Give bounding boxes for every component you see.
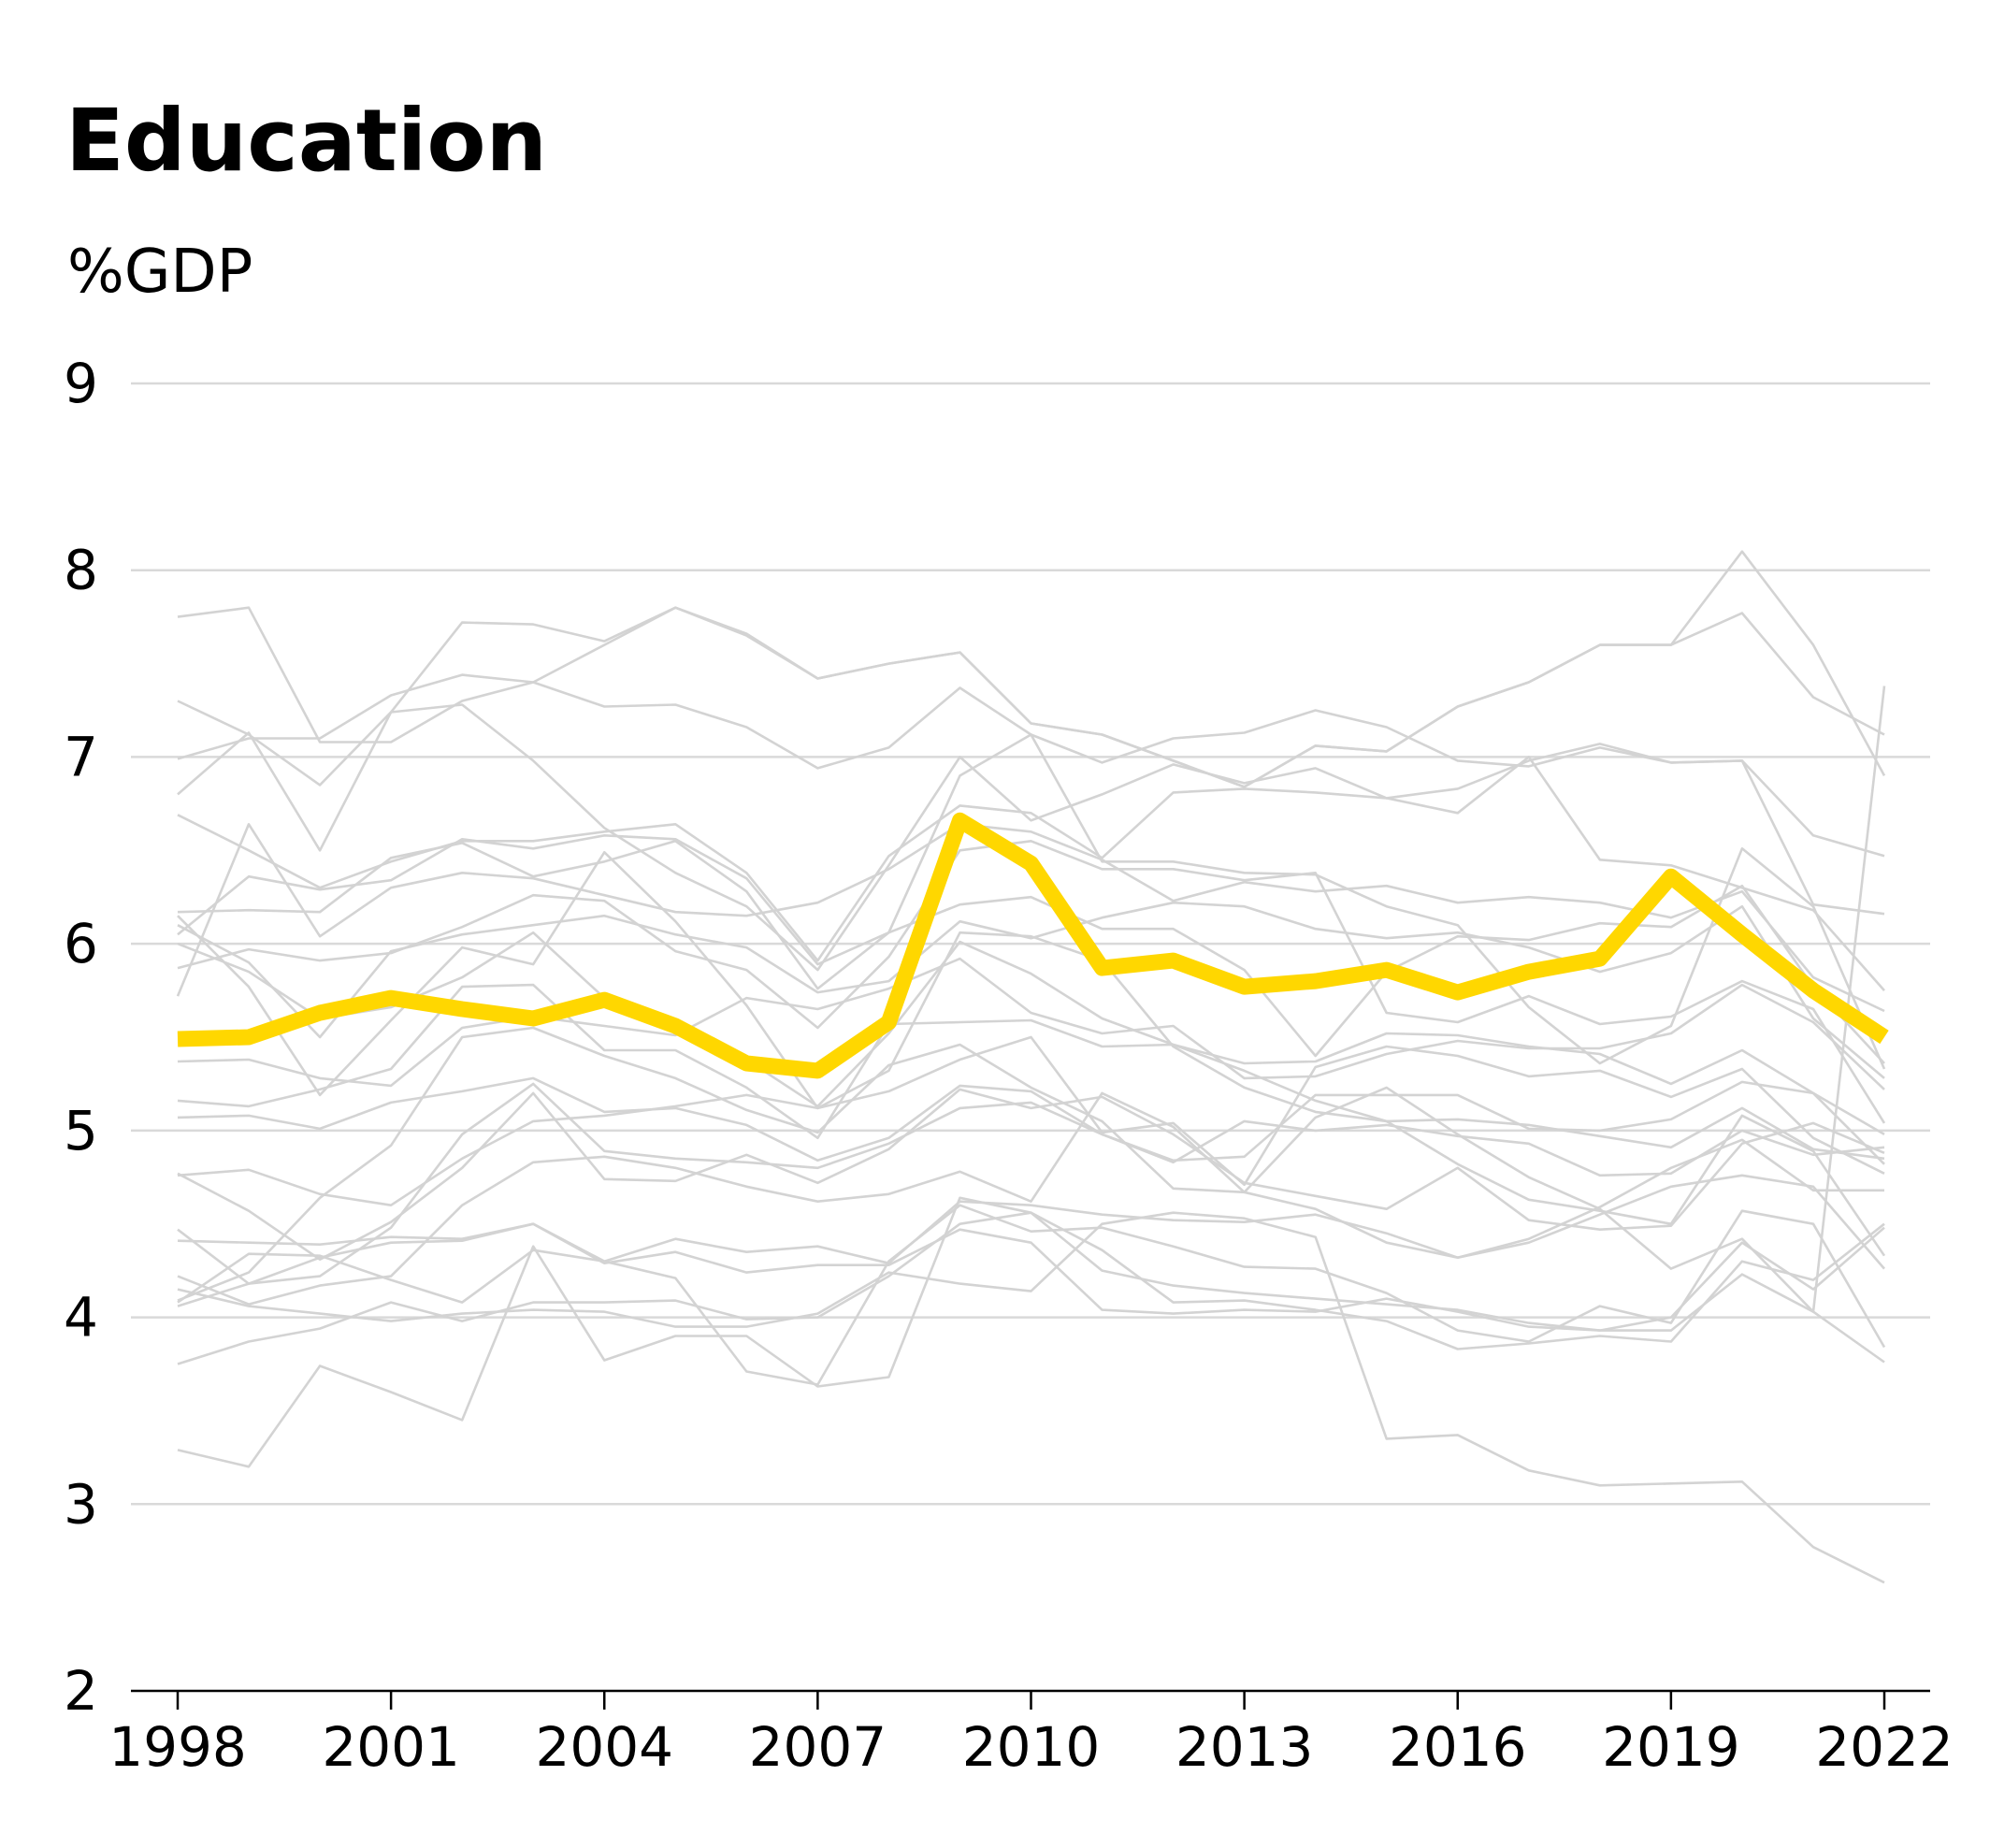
background-series-line — [177, 839, 1886, 1124]
highlight-series-group — [177, 812, 1889, 1079]
y-tick-label: 3 — [64, 1472, 98, 1536]
x-tick-label: 2010 — [962, 1715, 1101, 1779]
background-series-line — [177, 1196, 1885, 1468]
background-series-line — [177, 983, 1885, 1165]
background-series-line — [177, 1088, 1885, 1261]
background-series-line — [176, 822, 1885, 1013]
y-tick-label: 4 — [64, 1286, 98, 1350]
background-series-line — [177, 1091, 1885, 1306]
background-series-group — [176, 550, 1886, 1584]
y-tick-label: 7 — [64, 725, 98, 788]
background-series-line — [177, 901, 1885, 1079]
background-series-line — [177, 756, 1885, 991]
x-tick-label: 2016 — [1389, 1715, 1527, 1779]
background-series-line — [177, 850, 1885, 1161]
background-series-line — [177, 606, 1885, 788]
background-series-line — [177, 1138, 1884, 1264]
y-tick-label: 8 — [64, 539, 98, 602]
background-series-line — [177, 703, 1885, 972]
background-series-line — [177, 957, 1885, 1090]
y-tick-label: 2 — [64, 1659, 98, 1723]
background-series-line — [177, 1211, 1885, 1584]
x-tick-label: 2013 — [1175, 1715, 1314, 1779]
x-tick-label: 2019 — [1602, 1715, 1740, 1779]
background-series-line — [177, 931, 1886, 1257]
x-axis: 1998 2001 2004 2007 2010 2013 2016 2019 2022 — [108, 1689, 1954, 1779]
x-tick-label: 2007 — [749, 1715, 887, 1779]
highlight-series-line — [177, 812, 1889, 1079]
y-axis-ticks: 2 3 4 5 6 7 8 9 — [64, 352, 98, 1723]
gridlines — [131, 382, 1930, 1506]
background-series-line — [177, 1035, 1885, 1206]
y-tick-label: 6 — [64, 912, 98, 975]
x-tick-label: 2001 — [322, 1715, 460, 1779]
background-series-line — [177, 1076, 1885, 1162]
background-series-line — [177, 673, 1885, 858]
background-series-line — [177, 550, 1886, 788]
background-series-line — [177, 686, 1886, 1313]
chart-title: Education — [65, 91, 547, 191]
x-tick-label: 1998 — [108, 1715, 247, 1779]
background-series-line — [177, 1204, 1886, 1386]
x-tick-label: 2022 — [1815, 1715, 1954, 1779]
background-series-line — [177, 1082, 1885, 1285]
background-series-line — [177, 733, 1886, 1070]
background-series-line — [177, 839, 1885, 1064]
x-tick-label: 2004 — [535, 1715, 673, 1779]
y-tick-label: 9 — [64, 352, 98, 415]
chart-subtitle: %GDP — [67, 238, 252, 307]
y-tick-label: 5 — [64, 1099, 98, 1162]
background-series-line — [177, 1211, 1885, 1365]
